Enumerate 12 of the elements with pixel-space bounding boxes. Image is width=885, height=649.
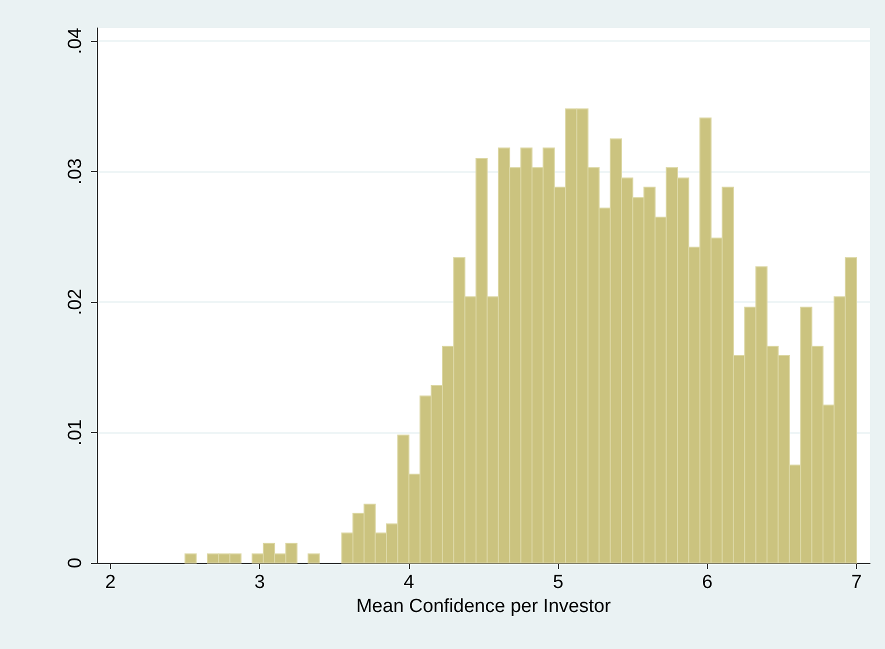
x-tick-label: 6	[702, 572, 713, 593]
y-tick-label: .01	[65, 419, 86, 446]
x-tick-label: 3	[254, 572, 265, 593]
y-tick-label: .02	[65, 288, 86, 316]
x-tick-label: 2	[105, 572, 116, 593]
x-axis-title: Mean Confidence per Investor	[356, 596, 612, 617]
x-tick-label: 5	[552, 572, 564, 593]
y-tick-label: 0	[65, 558, 86, 568]
x-tick-label: 4	[404, 572, 415, 593]
y-tick-label: .03	[65, 158, 86, 185]
y-tick-label: .04	[65, 27, 86, 54]
x-tick-label: 7	[851, 572, 862, 593]
